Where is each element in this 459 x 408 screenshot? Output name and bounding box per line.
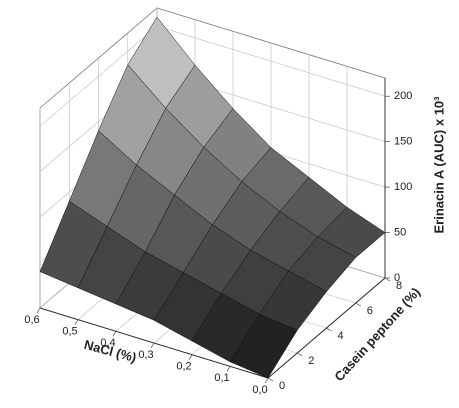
z-tick-label: 200 [394, 90, 412, 102]
axis-line [267, 277, 386, 379]
z-tick-label: 100 [394, 181, 412, 193]
z-tick-label: 50 [394, 226, 406, 238]
x-tick-label: 0,2 [176, 361, 191, 373]
y-tick-label: 8 [396, 280, 402, 292]
tick-mark [188, 354, 193, 360]
x-tick-label: 0,6 [24, 314, 39, 326]
y-tick-label: 6 [367, 305, 373, 317]
x-tick-label: 0,3 [138, 349, 153, 361]
tick-mark [36, 307, 41, 314]
tick-mark [267, 377, 274, 382]
z-axis-label: Erinacin A (AUC) x 10³ [431, 96, 446, 234]
tick-mark [384, 277, 391, 282]
tick-mark [264, 377, 269, 384]
tick-mark [226, 366, 231, 372]
tick-mark [355, 302, 361, 307]
z-tick-label: 150 [394, 136, 412, 148]
surface-patch [229, 313, 298, 379]
axis-line [39, 307, 269, 379]
tick-mark [297, 352, 303, 357]
tick-mark [112, 331, 117, 337]
x-tick-label: 0,5 [62, 326, 77, 338]
tick-mark [326, 327, 332, 332]
y-tick-label: 4 [337, 330, 343, 342]
tick-mark [150, 342, 155, 349]
tick-mark [74, 319, 79, 325]
z-tick-label: 0 [394, 272, 400, 284]
y-tick-label: 2 [308, 355, 314, 367]
y-tick-label: 0 [279, 380, 285, 392]
x-tick-label: 0,1 [214, 372, 229, 384]
x-tick-label: 0,4 [100, 337, 115, 349]
x-tick-label: 0,0 [252, 384, 267, 396]
